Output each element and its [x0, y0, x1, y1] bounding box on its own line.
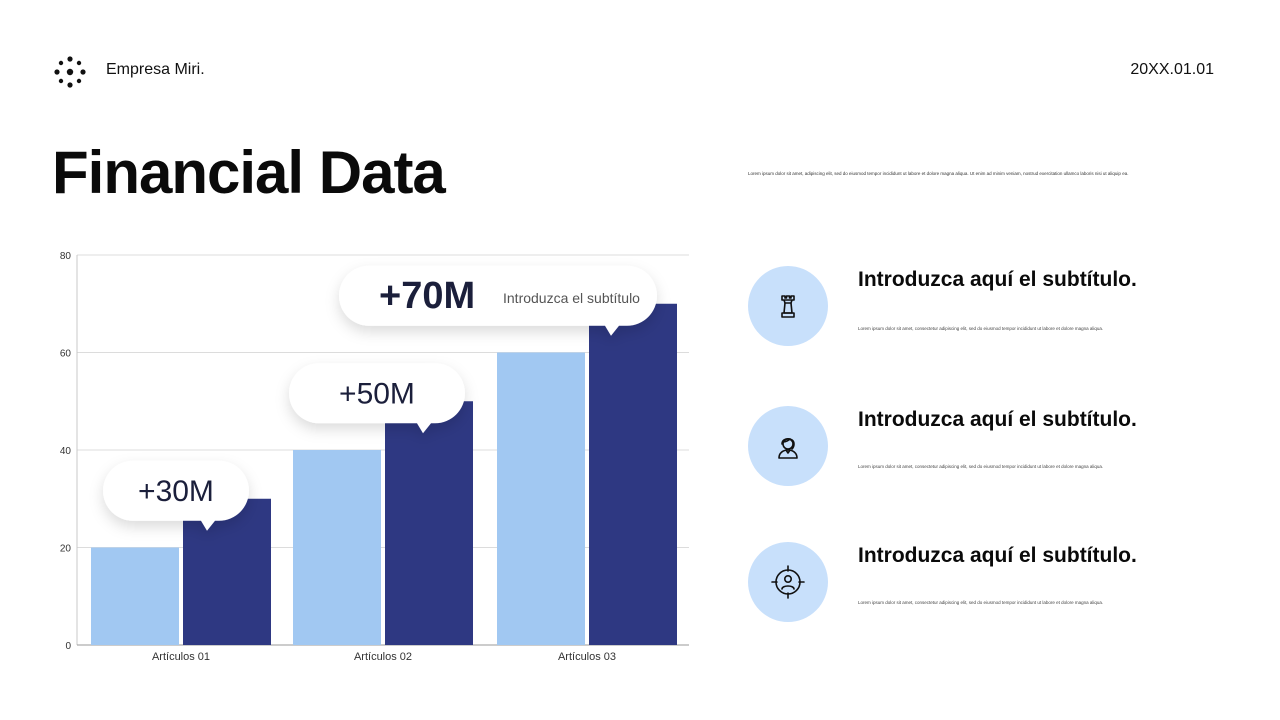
bar: [497, 352, 585, 645]
y-tick-label: 20: [60, 544, 72, 555]
callout-bubble: [289, 363, 466, 434]
feature-title: Introduzca aquí el subtítulo.: [858, 268, 1137, 291]
feature-item: Introduzca aquí el subtítulo. Lorem ipsu…: [748, 542, 1198, 622]
callout-value: +50M: [339, 377, 415, 410]
brand-logo-icon: [54, 56, 86, 88]
feature-text: Lorem ipsum dolor sit amet, consectetur …: [858, 464, 1104, 469]
x-tick-label: Artículos 03: [558, 651, 616, 663]
callout-subtitle: Introduzca el subtítulo: [503, 290, 640, 306]
bar: [183, 498, 271, 645]
feature-text: Lorem ipsum dolor sit amet, consectetur …: [858, 600, 1104, 605]
feature-title: Introduzca aquí el subtítulo.: [858, 544, 1137, 567]
chess-rook-icon: [781, 295, 795, 318]
page-title: Financial Data: [52, 139, 446, 206]
feature-icon-circle: [748, 542, 828, 622]
bar: [589, 303, 677, 645]
target-person-icon: [771, 565, 805, 599]
feature-icon-circle: [748, 406, 828, 486]
bar: [91, 547, 179, 645]
bar-chart: 0 20 40 60 80 Artículos 01 Artículos 02 Artícul…: [60, 251, 689, 663]
feature-item: Introduzca aquí el subtítulo. Lorem ipsu…: [748, 266, 1198, 346]
feature-text: Lorem ipsum dolor sit amet, consectetur …: [858, 326, 1104, 331]
header-date: 20XX.01.01: [1130, 61, 1214, 78]
bar: [293, 450, 381, 645]
bar: [385, 401, 473, 645]
x-tick-label: Artículos 02: [354, 651, 412, 663]
x-tick-label: Artículos 01: [152, 651, 210, 663]
y-tick-label: 60: [60, 349, 72, 360]
callout-bubble: [103, 460, 249, 531]
person-icon: [778, 437, 798, 459]
callout-value: +70M: [379, 275, 475, 317]
callout-value: +30M: [138, 475, 214, 508]
y-tick-label: 40: [60, 446, 72, 457]
y-tick-label: 0: [65, 641, 71, 652]
lead-paragraph: Lorem ipsum dolor sit amet, adipiscing e…: [748, 171, 1129, 176]
feature-item: Introduzca aquí el subtítulo. Lorem ipsu…: [748, 406, 1198, 486]
callout-bubble: [339, 265, 658, 336]
brand-name: Empresa Miri.: [106, 61, 205, 78]
feature-icon-circle: [748, 266, 828, 346]
y-tick-label: 80: [60, 251, 72, 262]
feature-title: Introduzca aquí el subtítulo.: [858, 408, 1137, 431]
